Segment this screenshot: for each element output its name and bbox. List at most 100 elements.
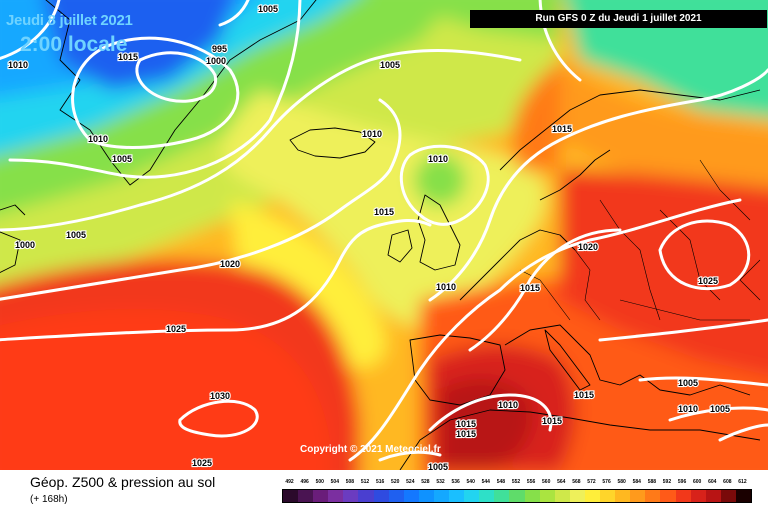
legend-value-label: 604 — [708, 479, 717, 485]
legend-value-label: 600 — [692, 479, 702, 485]
legend-value-label: 548 — [496, 479, 506, 485]
legend-color-swatch — [600, 490, 616, 502]
isobar-label: 1010 — [498, 400, 518, 410]
legend-value-label: 564 — [557, 479, 566, 485]
legend-color-swatch — [358, 490, 375, 502]
isobar-label: 1015 — [456, 419, 476, 429]
legend-color-swatch — [660, 490, 676, 502]
isobar-label: 1005 — [380, 60, 400, 70]
isobar-label: 1005 — [66, 230, 86, 240]
legend-color-swatch — [705, 490, 722, 502]
legend-value-label: 492 — [285, 479, 294, 485]
legend-color-swatch — [373, 490, 390, 502]
legend-value-label: 516 — [375, 479, 385, 485]
legend-color-swatch — [449, 490, 465, 502]
copyright-notice: Copyright © 2021 Meteociel.fr — [300, 444, 441, 455]
isobar-label: 1010 — [362, 129, 382, 139]
legend-color-swatch — [675, 490, 692, 502]
legend-color-swatch — [418, 490, 435, 502]
legend-color-swatch — [584, 490, 601, 502]
legend-value-label: 512 — [360, 479, 370, 485]
legend-value-label: 580 — [617, 479, 626, 485]
legend-value-label: 544 — [481, 479, 490, 485]
color-legend-labels: 492 496 500 504 508 512 516 520 524 528 532 536 540 5… — [282, 479, 752, 488]
legend-color-swatch — [328, 490, 344, 502]
isobar-label: 1005 — [258, 4, 278, 14]
legend-color-swatch — [433, 490, 450, 502]
isobar-label: 1020 — [220, 259, 240, 269]
legend-value-label: 552 — [511, 479, 521, 485]
legend-color-swatch — [313, 490, 329, 502]
legend-value-label: 576 — [602, 479, 611, 485]
forecast-time: 2:00 locale — [20, 33, 128, 56]
legend-value-label: 540 — [466, 479, 475, 485]
geopotential-map: 1005 995 1000 1010 1005 1015 1010 1005 1… — [0, 0, 768, 470]
legend-value-label: 560 — [542, 479, 551, 485]
isobar-label: 1025 — [192, 458, 212, 468]
legend-color-swatch — [343, 490, 359, 502]
isobar-label: 1010 — [88, 134, 108, 144]
legend-value-label: 556 — [526, 479, 536, 485]
legend-color-swatch — [630, 490, 646, 502]
legend-value-label: 528 — [421, 479, 430, 485]
legend-color-swatch — [569, 490, 586, 502]
legend-color-swatch — [554, 490, 571, 502]
isobar-label: 1015 — [456, 429, 476, 439]
isobar-label: 1000 — [15, 240, 35, 250]
legend-color-swatch — [464, 490, 480, 502]
legend-color-swatch — [735, 490, 752, 502]
forecast-date: Jeudi 8 juillet 2021 — [6, 12, 133, 29]
coastlines — [0, 0, 761, 470]
lead-time: (+ 168h) — [30, 494, 68, 505]
legend-value-label: 592 — [662, 479, 672, 485]
legend-color-swatch — [645, 490, 661, 502]
legend-color-swatch — [388, 490, 405, 502]
legend-color-swatch — [403, 490, 420, 502]
z500-color-field — [0, 0, 768, 470]
legend-value-label: 536 — [451, 479, 460, 485]
legend-color-swatch — [690, 490, 707, 502]
isobar-label: 1010 — [428, 154, 448, 164]
legend-value-label: 572 — [587, 479, 596, 485]
isobar-label: 1005 — [112, 154, 132, 164]
legend-color-swatch — [509, 490, 526, 502]
product-title: Géop. Z500 & pression au sol — [30, 474, 216, 490]
isobar-label: 1030 — [210, 391, 230, 401]
isobar-label: 1025 — [166, 324, 186, 334]
legend-color-swatch — [539, 490, 556, 502]
legend-value-label: 496 — [300, 479, 309, 485]
isobar-label: 1015 — [520, 283, 540, 293]
legend-color-swatch — [720, 490, 737, 502]
isobar-label: 1020 — [578, 242, 598, 252]
legend-value-label: 500 — [315, 479, 324, 485]
legend-color-swatch — [615, 490, 631, 502]
color-legend-scale — [282, 489, 752, 503]
legend-color-swatch — [283, 490, 299, 502]
isobar-label: 1015 — [574, 390, 594, 400]
isobar-label: 1005 — [428, 462, 448, 470]
legend-value-label: 508 — [345, 479, 355, 485]
legend-value-label: 520 — [391, 479, 400, 485]
isobar-label: 1015 — [542, 416, 562, 426]
isobar-label: 1025 — [698, 276, 718, 286]
isobar-label: 995 — [212, 44, 227, 54]
legend-color-swatch — [494, 490, 510, 502]
legend-value-label: 568 — [572, 479, 581, 485]
legend-value-label: 504 — [330, 479, 339, 485]
isobar-label: 1005 — [710, 404, 730, 414]
isobar-label: 1015 — [118, 52, 138, 62]
isobar-label: 1015 — [374, 207, 394, 217]
legend-color-swatch — [298, 490, 314, 502]
isobar-label: 1010 — [8, 60, 28, 70]
legend-color-swatch — [479, 490, 495, 502]
isobar-lines — [0, 0, 768, 460]
legend-value-label: 608 — [723, 479, 732, 485]
isobar-label: 1010 — [678, 404, 698, 414]
isobar-label: 1015 — [552, 124, 572, 134]
isobar-label: 1010 — [436, 282, 456, 292]
legend-value-label: 524 — [406, 479, 415, 485]
legend-value-label: 596 — [677, 479, 687, 485]
isobar-value-labels: 1005 995 1000 1010 1005 1015 1010 1005 1… — [7, 3, 731, 470]
legend-value-label: 532 — [436, 479, 445, 485]
